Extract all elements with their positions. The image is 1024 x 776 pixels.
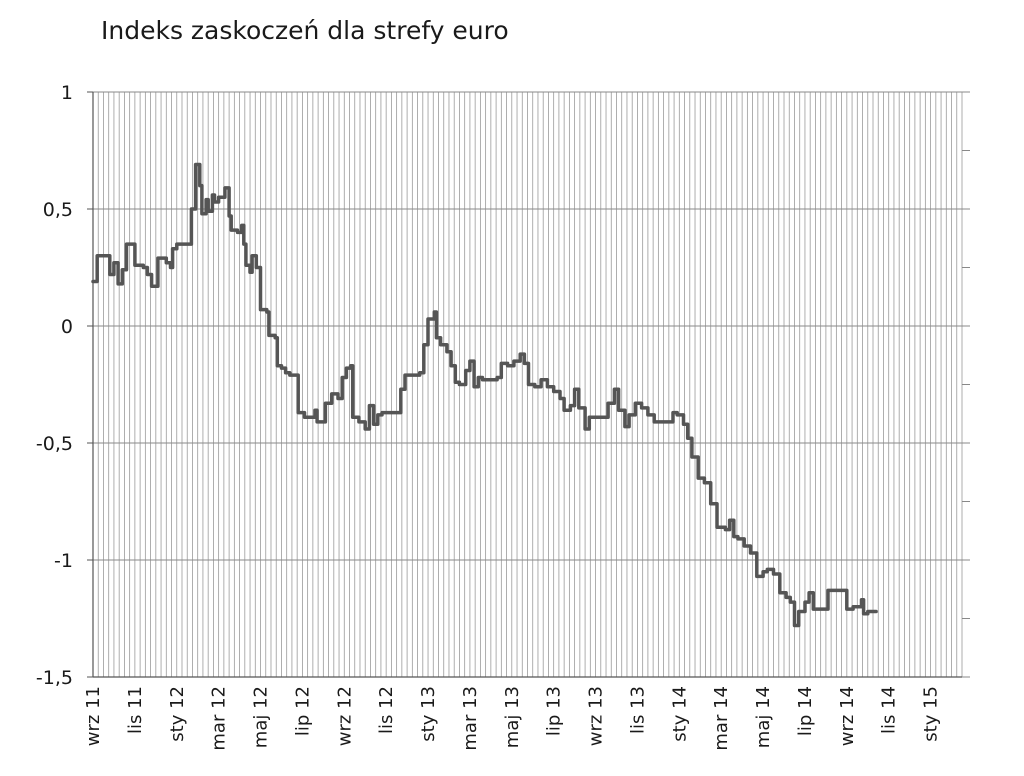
x-tick-labels: wrz 11 lis 11 sty 12 mar 12 maj 12 lip 12 wrz …	[83, 686, 942, 751]
x-tick-label: wrz 14	[837, 686, 858, 746]
x-tick-label: wrz 13	[586, 686, 607, 746]
x-tick-label: mar 13	[460, 686, 481, 751]
x-tick-label: lip 13	[544, 686, 565, 736]
y-tick-label: -0,5	[36, 433, 73, 455]
y-tick-label: -1	[54, 550, 73, 572]
x-tick-label: lis 11	[125, 686, 146, 734]
axes	[92, 92, 962, 678]
x-tick-label: lip 12	[292, 686, 313, 736]
x-tick-label: lis 12	[376, 686, 397, 734]
y-tick-label: -1,5	[36, 667, 73, 689]
series-line	[91, 162, 878, 628]
x-tick-label: sty 15	[921, 686, 942, 742]
x-tick-label: mar 14	[711, 686, 732, 751]
x-tick-label: maj 14	[753, 686, 774, 748]
x-tick-label: lis 14	[879, 686, 900, 734]
x-tick-label: sty 13	[418, 686, 439, 742]
x-tick-label: lis 13	[627, 686, 648, 734]
y-tick-labels: 1 0,5 0 -0,5 -1 -1,5	[36, 82, 73, 689]
x-tick-label: maj 13	[502, 686, 523, 748]
x-tick-label: wrz 11	[83, 686, 104, 746]
x-tick-label: mar 12	[209, 686, 230, 751]
x-tick-label: lip 14	[795, 686, 816, 736]
x-tick-label: sty 12	[167, 686, 188, 742]
x-tick-label: wrz 12	[334, 686, 355, 746]
y-tick-label: 1	[61, 82, 73, 104]
x-tick-label: sty 14	[669, 686, 690, 742]
y-tick-label: 0,5	[43, 199, 73, 221]
x-tick-label: maj 12	[251, 686, 272, 748]
chart-title: Indeks zaskoczeń dla strefy euro	[101, 16, 509, 45]
y-tick-label: 0	[61, 316, 73, 338]
